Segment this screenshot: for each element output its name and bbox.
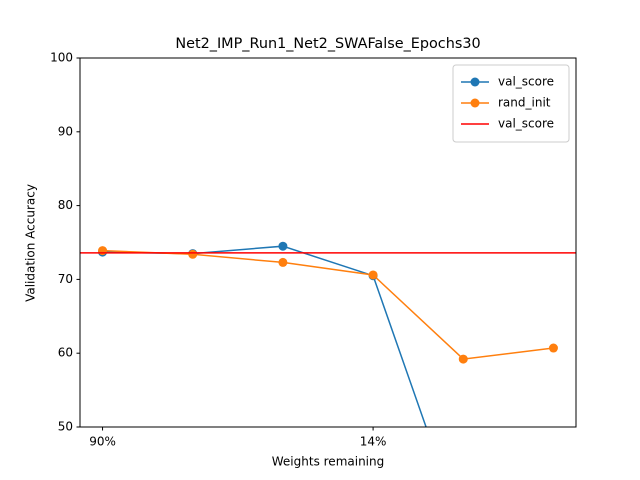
legend-box <box>452 64 570 143</box>
y-axis-label: Validation Accuracy <box>24 184 38 302</box>
y-tick-label: 80 <box>58 198 73 212</box>
y-tick-label: 90 <box>58 124 73 138</box>
chart-title: Net2_IMP_Run1_Net2_SWAFalse_Epochs30 <box>175 36 480 52</box>
data-point <box>368 270 378 280</box>
axes-frame <box>79 57 577 428</box>
y-tick-label: 50 <box>58 420 73 434</box>
legend-label: val_score <box>498 75 554 89</box>
data-point <box>278 257 288 267</box>
data-point <box>458 354 468 364</box>
x-axis-label: Weights remaining <box>272 455 384 469</box>
y-tick-label: 100 <box>50 51 73 65</box>
legend-marker <box>470 77 480 87</box>
legend-marker <box>470 98 480 108</box>
data-point <box>188 249 198 259</box>
legend-label: val_score <box>498 117 554 131</box>
data-point <box>98 246 108 256</box>
y-tick-label: 70 <box>58 272 73 286</box>
data-point <box>278 241 288 251</box>
y-tick-label: 60 <box>58 346 73 360</box>
x-tick-label: 90% <box>89 435 116 449</box>
legend-label: rand_init <box>498 96 551 110</box>
x-tick-label: 14% <box>360 435 387 449</box>
plot-area <box>80 241 576 427</box>
data-point <box>548 343 558 353</box>
series-line <box>102 249 554 360</box>
legend: val_score rand_init val_score <box>452 64 570 143</box>
